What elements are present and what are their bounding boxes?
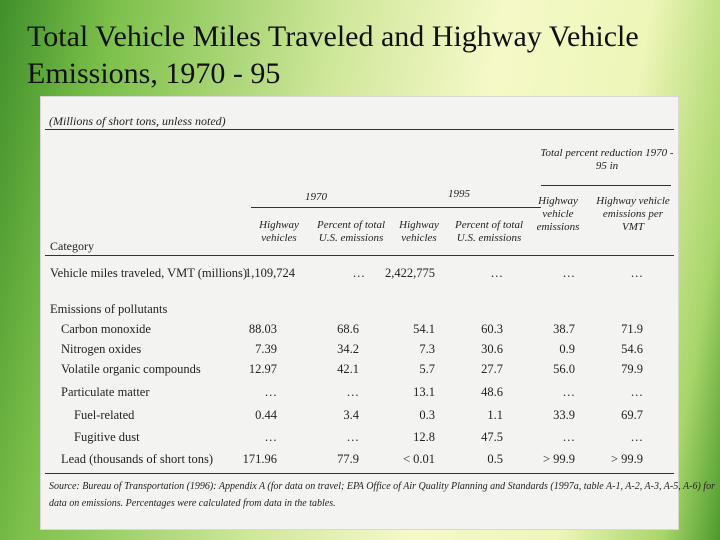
cell-pm-6: … bbox=[630, 385, 644, 399]
cell-voc-4: 27.7 bbox=[481, 362, 503, 376]
cell-dust-5: … bbox=[562, 430, 576, 444]
row-label-nox: Nitrogen oxides bbox=[61, 342, 142, 356]
cell-lead-2: 77.9 bbox=[337, 452, 359, 466]
cell-nox-1: 7.39 bbox=[255, 342, 277, 356]
year-rule bbox=[251, 207, 541, 208]
cell-nox-6: 54.6 bbox=[621, 342, 643, 356]
col-header-1: Highway vehicles bbox=[259, 219, 299, 244]
cell-dust-2: … bbox=[346, 430, 360, 444]
cell-nox-3: 7.3 bbox=[419, 342, 435, 356]
cell-fuel-1: 0.44 bbox=[255, 408, 277, 422]
cell-dust-4: 47.5 bbox=[481, 430, 503, 444]
row-label-emissions: Emissions of pollutants bbox=[50, 302, 168, 316]
slide-title: Total Vehicle Miles Traveled and Highway… bbox=[27, 20, 639, 90]
cell-lead-6: > 99.9 bbox=[610, 452, 643, 466]
row-label-lead: Lead (thousands of short tons) bbox=[61, 452, 214, 466]
row-label-fuel: Fuel-related bbox=[74, 408, 135, 422]
cell-vmt-6: … bbox=[630, 266, 644, 280]
scanned-table: (Millions of short tons, unless noted) T… bbox=[41, 97, 715, 529]
cell-fuel-3: 0.3 bbox=[419, 408, 435, 422]
cell-vmt-2: … bbox=[352, 266, 366, 280]
row-label-voc: Volatile organic compounds bbox=[61, 362, 201, 376]
cell-co-2: 68.6 bbox=[337, 322, 359, 336]
cell-co-5: 38.7 bbox=[553, 322, 575, 336]
row-label-dust: Fugitive dust bbox=[74, 430, 140, 444]
cell-nox-2: 34.2 bbox=[337, 342, 359, 356]
cell-voc-1: 12.97 bbox=[248, 362, 277, 376]
cell-fuel-5: 33.9 bbox=[553, 408, 575, 422]
col-header-2: Percent of total U.S. emissions bbox=[316, 219, 386, 244]
cell-pm-2: … bbox=[346, 385, 360, 399]
cell-lead-5: > 99.9 bbox=[542, 452, 575, 466]
cell-co-4: 60.3 bbox=[481, 322, 503, 336]
cell-co-3: 54.1 bbox=[413, 322, 435, 336]
col-header-5: Highway vehicle emissions bbox=[536, 195, 580, 233]
row-label-pm: Particulate matter bbox=[61, 385, 150, 399]
cell-co-6: 71.9 bbox=[621, 322, 643, 336]
source-line-2: data on emissions. Percentages were calc… bbox=[49, 498, 336, 509]
cell-pm-5: … bbox=[562, 385, 576, 399]
year-1970-header: 1970 bbox=[305, 191, 327, 203]
cell-lead-3: < 0.01 bbox=[402, 452, 435, 466]
col-header-4: Percent of total U.S. emissions bbox=[454, 219, 524, 244]
cell-dust-1: … bbox=[264, 430, 278, 444]
cell-voc-5: 56.0 bbox=[553, 362, 575, 376]
cell-voc-3: 5.7 bbox=[419, 362, 435, 376]
cell-nox-4: 30.6 bbox=[481, 342, 503, 356]
cell-voc-6: 79.9 bbox=[621, 362, 643, 376]
cell-vmt-4: … bbox=[490, 266, 504, 280]
cell-lead-4: 0.5 bbox=[487, 452, 503, 466]
bottom-rule bbox=[45, 473, 674, 474]
cell-fuel-6: 69.7 bbox=[621, 408, 643, 422]
year-1995-header: 1995 bbox=[448, 188, 470, 200]
cell-pm-4: 48.6 bbox=[481, 385, 503, 399]
source-line-1: Source: Bureau of Transportation (1996):… bbox=[49, 481, 715, 492]
col-header-3: Highway vehicles bbox=[399, 219, 439, 244]
col-header-6: Highway vehicle emissions per VMT bbox=[596, 195, 670, 233]
cell-vmt-3: 2,422,775 bbox=[385, 266, 435, 280]
row-label-vmt: Vehicle miles traveled, VMT (millions) bbox=[50, 266, 248, 280]
units-note: (Millions of short tons, unless noted) bbox=[49, 114, 226, 128]
cell-pm-3: 13.1 bbox=[413, 385, 435, 399]
cell-fuel-2: 3.4 bbox=[343, 408, 359, 422]
cell-dust-6: … bbox=[630, 430, 644, 444]
reduction-group-rule bbox=[541, 185, 671, 186]
cell-fuel-4: 1.1 bbox=[487, 408, 503, 422]
cell-voc-2: 42.1 bbox=[337, 362, 359, 376]
cell-pm-1: … bbox=[264, 385, 278, 399]
header-rule bbox=[45, 255, 674, 256]
cell-nox-5: 0.9 bbox=[559, 342, 575, 356]
reduction-group-header: Total percent reduction 1970 - 95 in bbox=[540, 147, 674, 172]
cell-vmt-5: … bbox=[562, 266, 576, 280]
category-header: Category bbox=[50, 239, 94, 253]
cell-vmt-1: 1,109,724 bbox=[245, 266, 295, 280]
top-rule bbox=[45, 129, 674, 130]
cell-co-1: 88.03 bbox=[248, 322, 277, 336]
cell-lead-1: 171.96 bbox=[242, 452, 277, 466]
cell-dust-3: 12.8 bbox=[413, 430, 435, 444]
row-label-co: Carbon monoxide bbox=[61, 322, 151, 336]
